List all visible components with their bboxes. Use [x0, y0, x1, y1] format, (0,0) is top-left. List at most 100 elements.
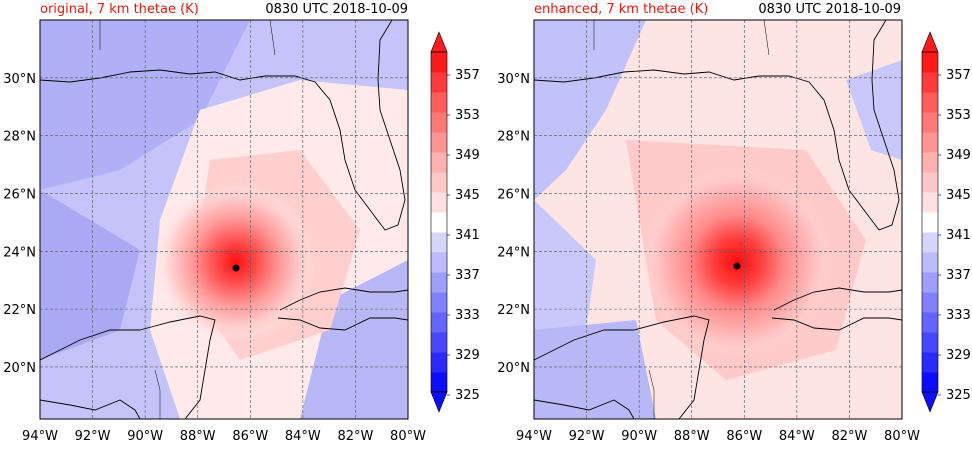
colorbar-label: 341: [946, 228, 971, 243]
colorbar-label: 353: [946, 108, 971, 123]
colorbar-label: 325: [455, 388, 480, 403]
lon-tick-label: 92°W: [75, 429, 111, 444]
lat-tick-label: 24°N: [497, 245, 530, 260]
coastline-cuba-south: [277, 317, 408, 331]
storm-core: [156, 182, 316, 342]
coastline-cuba-north: [279, 287, 408, 311]
borders: [99, 20, 276, 419]
colorbar-segment: [922, 252, 938, 273]
storm-core: [642, 167, 832, 357]
colorbar-segment: [922, 312, 938, 333]
panel-original: original, 7 km thetae (K) 0830 UTC 2018-…: [3, 2, 480, 444]
lat-tick-label: 30°N: [3, 72, 36, 87]
lon-tick-label: 80°W: [390, 429, 426, 444]
colorbar-label: 345: [455, 188, 480, 203]
colorbar-segment: [922, 132, 938, 153]
lat-tick-labels: 20°N 22°N 24°N 26°N 28°N 30°N: [3, 72, 36, 376]
colorbar-segment: [431, 312, 447, 333]
panel-title: enhanced, 7 km thetae (K): [534, 2, 709, 17]
lon-tick-label: 80°W: [884, 429, 920, 444]
valid-time-label: 0830 UTC 2018-10-09: [758, 2, 901, 17]
lon-tick-label: 82°W: [337, 429, 373, 444]
panel-title: original, 7 km thetae (K): [40, 2, 199, 17]
lat-tick-label: 24°N: [3, 245, 36, 260]
lat-tick-label: 26°N: [3, 187, 36, 202]
colorbar-segment: [922, 52, 938, 73]
lat-tick-label: 20°N: [3, 361, 36, 376]
colorbar-segment: [431, 92, 447, 113]
colorbar-extend-max: [921, 31, 939, 53]
lon-tick-label: 94°W: [22, 429, 58, 444]
colorbar-segment: [922, 92, 938, 113]
colorbar-segment: [431, 252, 447, 273]
lon-tick-label: 86°W: [232, 429, 268, 444]
colorbar-segment: [431, 372, 447, 393]
colorbar-segment: [922, 232, 938, 253]
coastline-yucatan: [633, 315, 710, 419]
colorbar-segment: [431, 52, 447, 73]
colorbar-segment: [431, 172, 447, 193]
colorbar-segment: [431, 352, 447, 373]
colorbar-label: 341: [455, 228, 480, 243]
cool-field-northwest: [534, 20, 646, 200]
colorbar-segment: [922, 72, 938, 93]
borders: [593, 20, 770, 419]
colorbar-segment: [431, 292, 447, 313]
lat-tick-label: 20°N: [497, 361, 530, 376]
colorbar-label: 353: [455, 108, 480, 123]
colorbar-label: 357: [946, 68, 971, 83]
colorbar-label: 325: [946, 388, 971, 403]
lat-tick-label: 26°N: [497, 187, 530, 202]
colorbar-segment: [922, 192, 938, 213]
colorbar-segment: [922, 372, 938, 393]
colorbar-segment: [431, 72, 447, 93]
colorbar-segment: [431, 232, 447, 253]
colorbar-label: 333: [946, 308, 971, 323]
colorbar-label: 329: [455, 348, 480, 363]
colorbar-label: 349: [455, 148, 480, 163]
colorbar-label: 337: [455, 268, 480, 283]
lon-tick-label: 86°W: [726, 429, 762, 444]
coastline-gulf: [40, 20, 406, 231]
gridlines: [40, 20, 408, 419]
lon-tick-labels: 94°W 92°W 90°W 88°W 86°W 84°W 82°W 80°W: [516, 429, 920, 444]
colorbar-segment: [431, 152, 447, 173]
coastline-gulf: [534, 20, 900, 231]
colorbar-extend-max: [430, 31, 448, 53]
colorbar-label: 349: [946, 148, 971, 163]
lon-tick-labels: 94°W 92°W 90°W 88°W 86°W 84°W 82°W 80°W: [22, 429, 426, 444]
lon-tick-label: 88°W: [180, 429, 216, 444]
colorbar-label: 337: [946, 268, 971, 283]
colorbar-frame: [921, 51, 939, 393]
cool-field-west: [534, 200, 596, 360]
colorbar-segment: [431, 192, 447, 213]
colorbar-segment: [922, 292, 938, 313]
lon-tick-label: 90°W: [127, 429, 163, 444]
colorbar-segment: [922, 112, 938, 133]
lon-tick-label: 84°W: [779, 429, 815, 444]
lon-tick-label: 82°W: [831, 429, 867, 444]
panel-enhanced: enhanced, 7 km thetae (K) 0830 UTC 2018-…: [486, 0, 972, 449]
coastline-south: [40, 399, 141, 419]
colorbar-segment: [431, 112, 447, 133]
map-canvas: 94°W 92°W 90°W 88°W 86°W 84°W 82°W 80°W 20°N 22°…: [497, 19, 971, 444]
colorbar-label: 345: [946, 188, 971, 203]
lon-tick-label: 94°W: [516, 429, 552, 444]
colorbar-label: 333: [455, 308, 480, 323]
map-frame: [39, 19, 409, 420]
colorbar-segment: [431, 272, 447, 293]
colorbar-segment: [922, 152, 938, 173]
colorbar-segment: [922, 332, 938, 353]
colorbar: 325 329 333 337 341 345 349 353 357: [921, 31, 971, 413]
lat-tick-label: 28°N: [3, 130, 36, 145]
valid-time-label: 0830 UTC 2018-10-09: [265, 2, 408, 17]
colorbar: 325 329 333 337 341 345 349 353 357: [430, 31, 480, 413]
cool-field-west: [40, 190, 140, 360]
coastline-cuba-south: [771, 317, 902, 331]
lon-tick-label: 90°W: [621, 429, 657, 444]
colorbar-extend-min: [430, 391, 448, 413]
lon-tick-label: 92°W: [569, 429, 605, 444]
colorbar-segment: [922, 272, 938, 293]
lon-tick-label: 84°W: [285, 429, 321, 444]
lat-tick-label: 22°N: [497, 303, 530, 318]
